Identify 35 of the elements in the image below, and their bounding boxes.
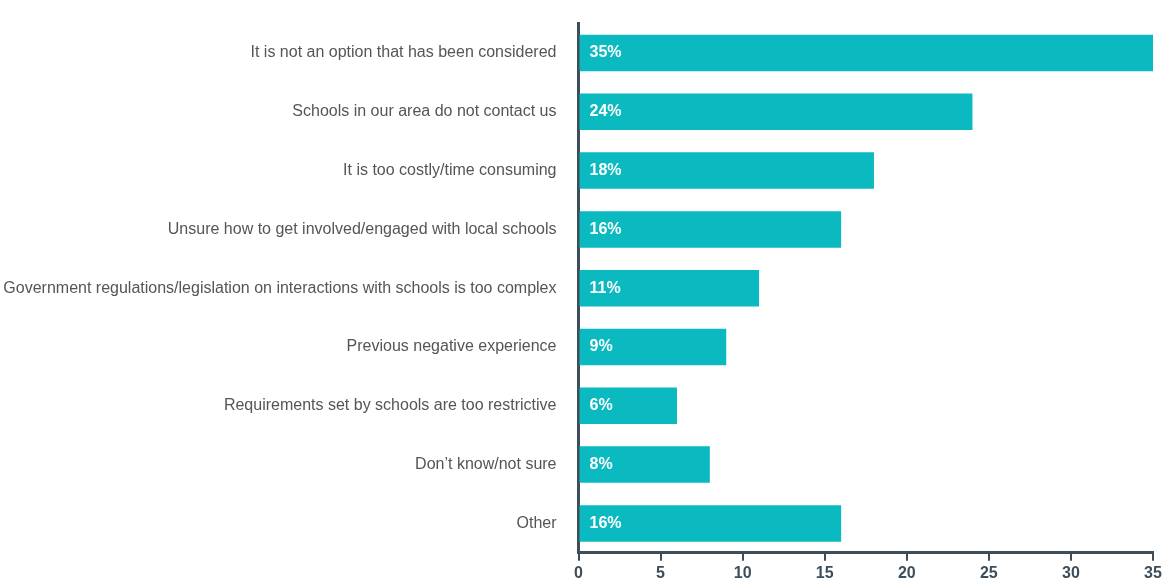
data-label: 16%: [589, 513, 622, 531]
y-tick-label: Schools in our area do not contact us: [292, 102, 557, 120]
y-tick-label: It is too costly/time consuming: [343, 161, 557, 179]
data-label: 16%: [589, 219, 622, 237]
y-tick-label: Other: [516, 513, 558, 531]
y-tick-label: Previous negative experience: [346, 337, 557, 355]
y-tick-label: It is not an option that has been considered: [250, 43, 557, 61]
data-label: 35%: [589, 43, 622, 61]
data-label: 9%: [589, 337, 613, 355]
x-tick-label: 30: [1062, 563, 1080, 581]
x-tick-label: 5: [656, 563, 666, 581]
y-tick-label: Requirements set by schools are too restrictive: [223, 396, 557, 414]
y-tick-label: Government regulations/legislation on interactions with schools is too complex: [3, 278, 557, 296]
bar: [579, 446, 710, 483]
data-label: 8%: [589, 455, 613, 473]
data-label: 18%: [589, 161, 622, 179]
y-tick-label: Don’t know/not sure: [415, 455, 557, 473]
x-tick-label: 35: [1144, 563, 1162, 581]
bar: [579, 93, 973, 131]
data-label: 11%: [589, 278, 621, 296]
x-tick-label: 0: [574, 563, 584, 581]
bar: [579, 328, 727, 366]
x-tick-label: 10: [733, 563, 752, 581]
data-label: 6%: [589, 396, 613, 414]
bar: [579, 269, 760, 307]
data-label: 24%: [589, 102, 622, 120]
x-tick-label: 25: [979, 563, 998, 581]
bar: [579, 34, 1153, 72]
bar: [579, 505, 842, 542]
bar: [579, 152, 874, 189]
bar: [579, 387, 677, 425]
x-tick-label: 15: [815, 563, 834, 581]
bar: [579, 211, 842, 248]
y-tick-label: Unsure how to get involved/engaged with local schools: [167, 219, 557, 237]
x-tick-label: 20: [897, 563, 916, 581]
